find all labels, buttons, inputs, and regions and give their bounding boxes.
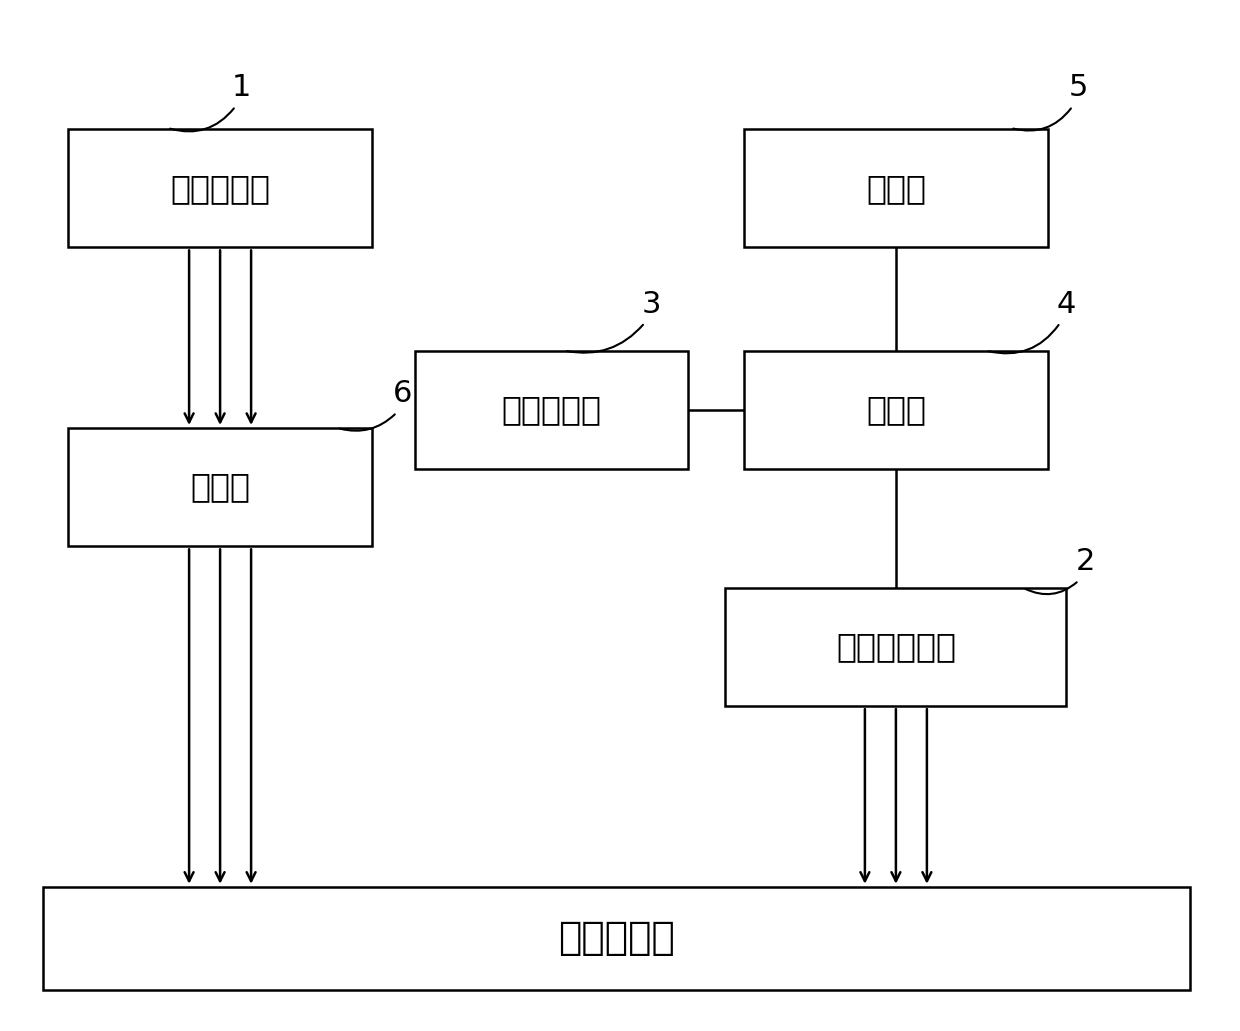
Bar <box>415 351 688 469</box>
Text: 示波器: 示波器 <box>866 393 926 427</box>
Bar <box>744 351 1048 469</box>
Text: 光电探测器: 光电探测器 <box>502 393 601 427</box>
Text: 1: 1 <box>232 73 252 102</box>
Text: 6: 6 <box>393 379 413 408</box>
Text: 计算机: 计算机 <box>866 171 926 205</box>
Text: 待检测材料: 待检测材料 <box>558 920 676 957</box>
Bar <box>68 428 372 546</box>
Text: 3: 3 <box>641 290 661 319</box>
Bar <box>68 129 372 247</box>
Bar <box>725 588 1066 706</box>
Text: 4: 4 <box>1056 290 1076 319</box>
Text: 多普勒测振仪: 多普勒测振仪 <box>836 630 956 664</box>
Bar <box>744 129 1048 247</box>
Text: 2: 2 <box>1075 547 1095 576</box>
Text: 5: 5 <box>1069 73 1089 102</box>
Bar <box>43 887 1190 990</box>
Text: 柱透镜: 柱透镜 <box>190 470 250 504</box>
Text: 脉冲激光器: 脉冲激光器 <box>170 171 270 205</box>
